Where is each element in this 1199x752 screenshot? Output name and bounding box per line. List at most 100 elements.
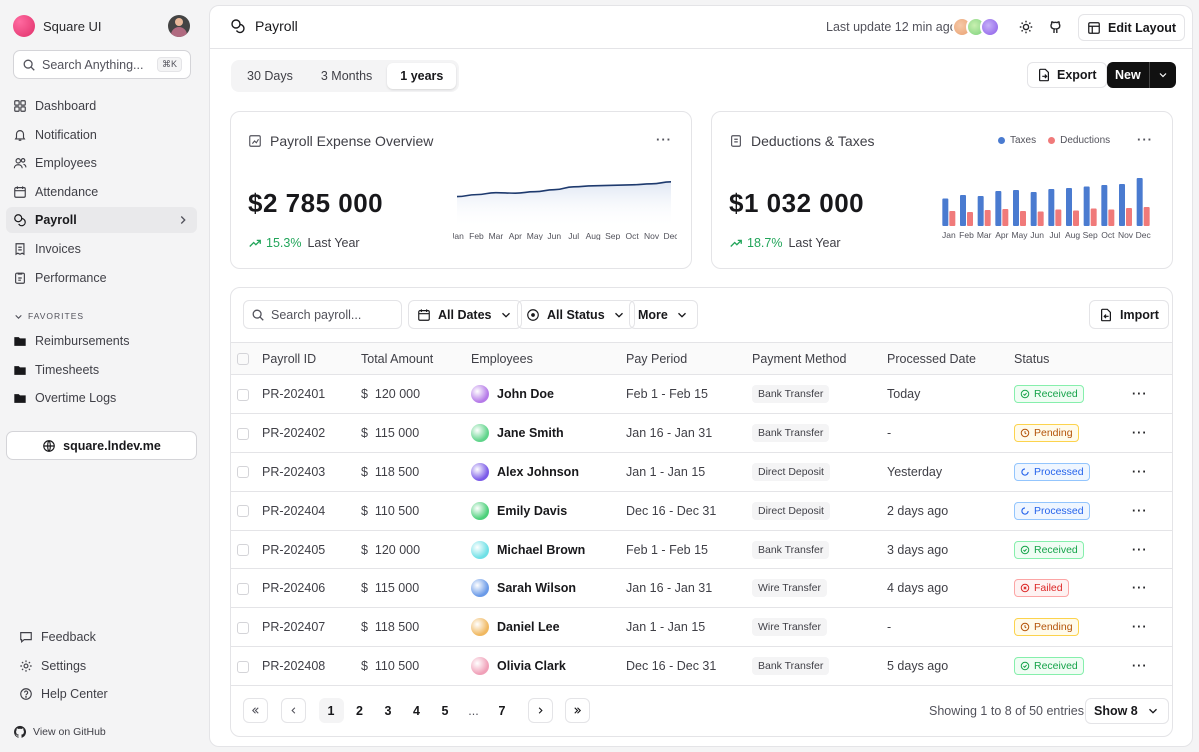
sidebar-item-settings[interactable]: Settings xyxy=(13,653,197,679)
user-avatar[interactable] xyxy=(168,15,190,37)
favorite-item-timesheets[interactable]: Timesheets xyxy=(6,357,197,383)
row-checkbox[interactable] xyxy=(237,621,249,634)
tab-1-years[interactable]: 1 years xyxy=(387,63,457,89)
sidebar-item-help-center[interactable]: Help Center xyxy=(13,681,197,707)
column-header[interactable]: Status xyxy=(1014,342,1132,375)
sidebar-item-attendance[interactable]: Attendance xyxy=(6,179,197,205)
column-header[interactable]: Processed Date xyxy=(887,342,1014,375)
favorite-item-label: Overtime Logs xyxy=(35,391,117,406)
deductions-taxes-card: Deductions & Taxes Taxes Deductions ··· … xyxy=(711,111,1173,269)
row-actions-icon[interactable]: ··· xyxy=(1132,503,1148,518)
column-header[interactable]: Employees xyxy=(471,342,626,375)
row-checkbox[interactable] xyxy=(237,660,249,673)
bar-taxes xyxy=(1048,189,1055,226)
bar-deductions xyxy=(984,210,991,226)
payroll-id: PR-202403 xyxy=(262,452,361,492)
table-row[interactable]: PR-202401 $ 120 000 John Doe Feb 1 - Feb 15… xyxy=(231,374,1172,414)
tab-3-months[interactable]: 3 Months xyxy=(320,69,373,83)
brand[interactable]: Square UI xyxy=(13,15,102,37)
next-page-button[interactable] xyxy=(527,698,553,723)
github-link[interactable]: View on GitHub xyxy=(13,725,106,739)
table-row[interactable]: PR-202408 $ 110 500 Olivia Clark Dec 16 - D… xyxy=(231,646,1172,687)
table-row[interactable]: PR-202402 $ 115 000 Jane Smith Jan 16 - Jan… xyxy=(231,413,1172,453)
sidebar-item-feedback[interactable]: Feedback xyxy=(13,624,197,650)
row-checkbox[interactable] xyxy=(237,505,249,518)
sidebar-item-employees[interactable]: Employees xyxy=(6,150,197,176)
bar-taxes xyxy=(1101,185,1108,226)
x-tick-label: Oct xyxy=(625,231,639,240)
x-tick-label: Aug xyxy=(1065,230,1080,240)
bar-deductions xyxy=(1126,208,1132,226)
sidebar-item-payroll[interactable]: Payroll xyxy=(6,207,197,234)
github-icon[interactable] xyxy=(1048,19,1064,35)
pay-period: Dec 16 - Dec 31 xyxy=(626,491,752,531)
column-header[interactable]: Payroll ID xyxy=(262,342,361,375)
column-header[interactable]: Pay Period xyxy=(626,342,752,375)
table-header-row: Payroll ID Total Amount Employees Pay Pe… xyxy=(231,342,1172,375)
chevron-down-icon[interactable] xyxy=(1150,62,1176,88)
file-import-icon xyxy=(1099,308,1113,322)
payment-method-badge: Direct Deposit xyxy=(752,501,830,520)
circle-dot-icon xyxy=(526,308,540,322)
last-page-button[interactable] xyxy=(564,698,590,723)
deductions-total-value: $1 032 000 xyxy=(729,188,865,218)
prev-page-button[interactable] xyxy=(280,698,306,723)
row-actions-icon[interactable]: ··· xyxy=(1132,386,1148,401)
page-5[interactable]: 5 xyxy=(441,703,449,718)
sidebar-item-invoices[interactable]: Invoices xyxy=(6,236,197,262)
status-filter[interactable]: All Status xyxy=(517,300,635,329)
page-4[interactable]: 4 xyxy=(413,703,420,718)
table-row[interactable]: PR-202405 $ 120 000 Michael Brown Feb 1 - F… xyxy=(231,530,1172,570)
favorite-item-overtime-logs[interactable]: Overtime Logs xyxy=(6,385,197,411)
page-3[interactable]: 3 xyxy=(384,703,392,718)
page-2[interactable]: 2 xyxy=(356,703,363,718)
favorites-heading-label: FAVORITES xyxy=(28,311,85,321)
row-actions-icon[interactable]: ··· xyxy=(1132,464,1148,479)
page-1[interactable]: 1 xyxy=(318,698,344,723)
dates-filter[interactable]: All Dates xyxy=(408,300,522,329)
payroll-search-input[interactable]: Search payroll... xyxy=(243,300,402,329)
more-icon[interactable]: ··· xyxy=(656,132,672,147)
more-filter[interactable]: More xyxy=(629,300,698,329)
processed-date: 5 days ago xyxy=(887,646,1014,687)
collaborator-avatars[interactable] xyxy=(952,17,1000,37)
table-row[interactable]: PR-202406 $ 115 000 Sarah Wilson Jan 16 - J… xyxy=(231,568,1172,609)
favorites-list: Reimbursements Timesheets Overtime Logs xyxy=(6,328,197,414)
import-button[interactable]: Import xyxy=(1089,300,1169,329)
row-actions-icon[interactable]: ··· xyxy=(1132,659,1148,674)
row-actions-icon[interactable]: ··· xyxy=(1132,542,1148,557)
table-row[interactable]: PR-202404 $ 110 500 Emily Davis Dec 16 - De… xyxy=(231,491,1172,531)
row-actions-icon[interactable]: ··· xyxy=(1132,620,1148,635)
column-header[interactable]: Payment Method xyxy=(752,342,887,375)
select-all-checkbox[interactable] xyxy=(237,353,249,366)
row-checkbox[interactable] xyxy=(237,427,249,440)
x-tick-label: May xyxy=(1011,230,1028,240)
first-page-button[interactable] xyxy=(243,698,268,723)
row-actions-icon[interactable]: ··· xyxy=(1132,581,1148,596)
domain-link-button[interactable]: square.lndev.me xyxy=(6,431,197,460)
edit-layout-button[interactable]: Edit Layout xyxy=(1078,14,1186,41)
column-header[interactable]: Total Amount xyxy=(361,342,471,375)
row-checkbox[interactable] xyxy=(237,544,249,557)
favorites-heading[interactable]: FAVORITES xyxy=(14,311,84,321)
row-actions-icon[interactable]: ··· xyxy=(1132,425,1148,440)
sidebar-item-notification[interactable]: Notification xyxy=(6,122,197,148)
favorite-item-reimbursements[interactable]: Reimbursements xyxy=(6,328,197,354)
tab-30-days[interactable]: 30 Days xyxy=(247,69,293,83)
sun-icon[interactable] xyxy=(1018,19,1034,35)
payment-method-badge: Bank Transfer xyxy=(752,540,830,559)
page-size-select[interactable]: Show 8 xyxy=(1085,698,1169,724)
sidebar-item-performance[interactable]: Performance xyxy=(6,265,197,291)
row-checkbox[interactable] xyxy=(237,583,249,596)
search-input[interactable]: Search Anything... ⌘K xyxy=(13,50,191,79)
sidebar-item-dashboard[interactable]: Dashboard xyxy=(6,93,197,119)
new-button[interactable]: New xyxy=(1107,62,1176,88)
row-checkbox[interactable] xyxy=(237,466,249,479)
page-7[interactable]: 7 xyxy=(498,703,506,718)
table-row[interactable]: PR-202407 $ 118 500 Daniel Lee Jan 1 - Jan … xyxy=(231,607,1172,648)
table-row[interactable]: PR-202403 $ 118 500 Alex Johnson Jan 1 - Ja… xyxy=(231,452,1172,492)
export-button[interactable]: Export xyxy=(1027,62,1107,88)
main-panel: Payroll Last update 12 min ago Edit Layo… xyxy=(209,5,1193,747)
more-icon[interactable]: ··· xyxy=(1137,132,1153,147)
row-checkbox[interactable] xyxy=(237,388,249,401)
